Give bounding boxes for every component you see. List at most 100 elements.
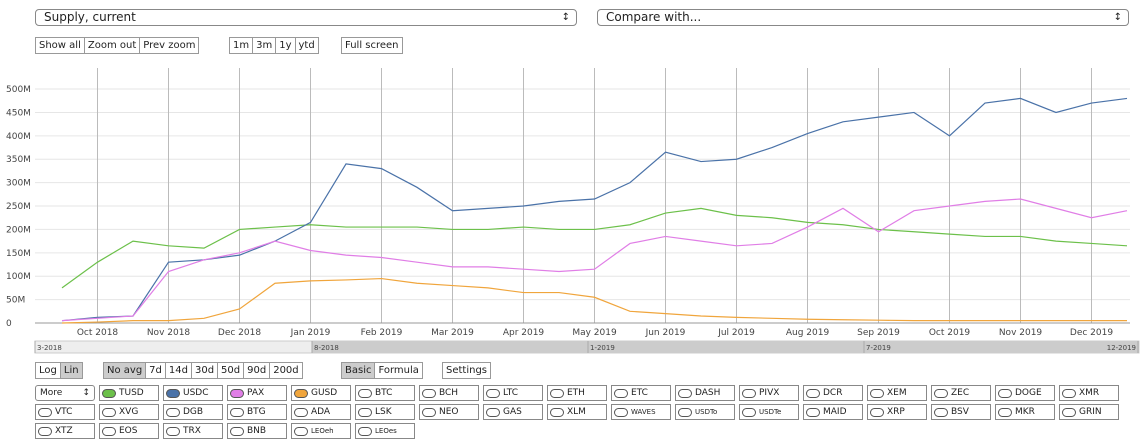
button[interactable]: 90d: [244, 363, 271, 378]
coin-label: DCR: [823, 388, 843, 398]
coin-toggle[interactable]: XLM: [547, 404, 607, 420]
y-tick-label: 200M: [6, 225, 31, 235]
coin-toggle[interactable]: XVG: [99, 404, 159, 420]
button[interactable]: Basic: [342, 363, 376, 378]
coin-toggle[interactable]: GAS: [483, 404, 543, 420]
coin-dot: [1062, 407, 1076, 417]
button[interactable]: Lin: [60, 363, 82, 378]
coin-toggle[interactable]: USDTe: [739, 404, 799, 420]
navigator-label: 7-2019: [866, 344, 891, 352]
coin-dot: [230, 388, 244, 398]
y-tick-label: 250M: [6, 202, 31, 212]
coin-toggle[interactable]: XMR: [1059, 385, 1119, 401]
coin-toggle[interactable]: NEO: [419, 404, 479, 420]
button[interactable]: Zoom out: [84, 38, 141, 53]
x-tick-label: Nov 2018: [147, 328, 191, 338]
coin-toggle[interactable]: USDTo: [675, 404, 735, 420]
coin-toggle[interactable]: GUSD: [291, 385, 351, 401]
coin-toggle[interactable]: XTZ: [35, 423, 95, 439]
coin-label: LTC: [503, 388, 519, 398]
coin-toggle[interactable]: TRX: [163, 423, 223, 439]
compare-select[interactable]: Compare with...: [597, 9, 1129, 26]
coin-dot: [742, 388, 756, 398]
button[interactable]: 30d: [191, 363, 219, 378]
coin-dot: [166, 407, 180, 417]
coin-toggle[interactable]: GRIN: [1059, 404, 1119, 420]
coin-label: LSK: [375, 407, 392, 417]
coin-toggle[interactable]: BCH: [419, 385, 479, 401]
x-tick-label: Oct 2019: [929, 328, 971, 338]
coin-dot: [550, 407, 564, 417]
coin-toggle[interactable]: DOGE: [995, 385, 1055, 401]
coin-toggle[interactable]: XEM: [867, 385, 927, 401]
coin-dot: [934, 388, 948, 398]
coin-toggle[interactable]: PIVX: [739, 385, 799, 401]
more-select[interactable]: More ↕: [35, 385, 95, 401]
coin-toggle[interactable]: DCR: [803, 385, 863, 401]
coin-toggle[interactable]: WAVES: [611, 404, 671, 420]
coin-toggle[interactable]: ETC: [611, 385, 671, 401]
coin-toggle[interactable]: ADA: [291, 404, 351, 420]
coin-dot: [870, 407, 884, 417]
button[interactable]: ytd: [295, 38, 318, 53]
button[interactable]: 14d: [165, 363, 192, 378]
x-tick-label: Nov 2019: [999, 328, 1043, 338]
navigator-label: 12-2019: [1107, 344, 1136, 352]
x-tick-label: Feb 2019: [361, 328, 403, 338]
coin-toggle[interactable]: ETH: [547, 385, 607, 401]
x-tick-label: May 2019: [572, 328, 617, 338]
fullscreen-button[interactable]: Full screen: [342, 38, 402, 53]
button[interactable]: 7d: [146, 363, 166, 378]
button[interactable]: Log: [36, 363, 61, 378]
y-tick-label: 350M: [6, 155, 31, 165]
coin-toggle[interactable]: PAX: [227, 385, 287, 401]
button[interactable]: 50d: [218, 363, 245, 378]
coin-toggle[interactable]: LSK: [355, 404, 415, 420]
coin-dot: [102, 407, 116, 417]
coin-label: XVG: [119, 407, 139, 417]
coin-toggle[interactable]: DASH: [675, 385, 735, 401]
coin-toggle[interactable]: USDC: [163, 385, 223, 401]
button[interactable]: No avg: [104, 363, 147, 378]
coin-label: BTG: [247, 407, 266, 417]
navigator-label: 3-2018: [37, 344, 62, 352]
coin-toggle[interactable]: BNB: [227, 423, 287, 439]
coin-dot: [614, 388, 628, 398]
coin-toggle[interactable]: LTC: [483, 385, 543, 401]
avg-group: No avg 7d 14d 30d 50d 90d 200d: [103, 362, 303, 379]
coin-toggle[interactable]: LEOeh: [291, 423, 351, 439]
coin-label: GRIN: [1079, 407, 1102, 417]
coin-dot: [38, 426, 52, 436]
button[interactable]: 3m: [253, 38, 277, 53]
navigator-label: 8-2018: [314, 344, 339, 352]
coin-toggle[interactable]: BTG: [227, 404, 287, 420]
coin-toggle[interactable]: MAID: [803, 404, 863, 420]
button[interactable]: 1m: [230, 38, 254, 53]
y-tick-label: 450M: [6, 108, 31, 118]
coin-toggle[interactable]: TUSD: [99, 385, 159, 401]
coin-label: DOGE: [1015, 388, 1042, 398]
button[interactable]: 1y: [276, 38, 296, 53]
settings-button[interactable]: Settings: [443, 363, 491, 378]
coin-toggle[interactable]: MKR: [995, 404, 1055, 420]
button[interactable]: 200d: [270, 363, 302, 378]
coin-label: LEOeh: [311, 427, 334, 435]
coin-toggle[interactable]: VTC: [35, 404, 95, 420]
metric-select[interactable]: Supply, current: [35, 9, 577, 26]
coin-label: LEOes: [375, 427, 397, 435]
button[interactable]: Show all: [36, 38, 85, 53]
coin-toggle[interactable]: LEOes: [355, 423, 415, 439]
coin-toggle[interactable]: ZEC: [931, 385, 991, 401]
coin-toggle[interactable]: BTC: [355, 385, 415, 401]
button[interactable]: Formula: [375, 363, 422, 378]
coin-dot: [166, 388, 180, 398]
button[interactable]: Prev zoom: [140, 38, 199, 53]
coin-toggle[interactable]: EOS: [99, 423, 159, 439]
coin-dot: [1062, 388, 1076, 398]
coin-toggle[interactable]: DGB: [163, 404, 223, 420]
y-tick-label: 400M: [6, 132, 31, 142]
coin-toggle[interactable]: XRP: [867, 404, 927, 420]
coin-toggle[interactable]: BSV: [931, 404, 991, 420]
coin-label: XEM: [887, 388, 907, 398]
coin-dot: [294, 426, 308, 436]
